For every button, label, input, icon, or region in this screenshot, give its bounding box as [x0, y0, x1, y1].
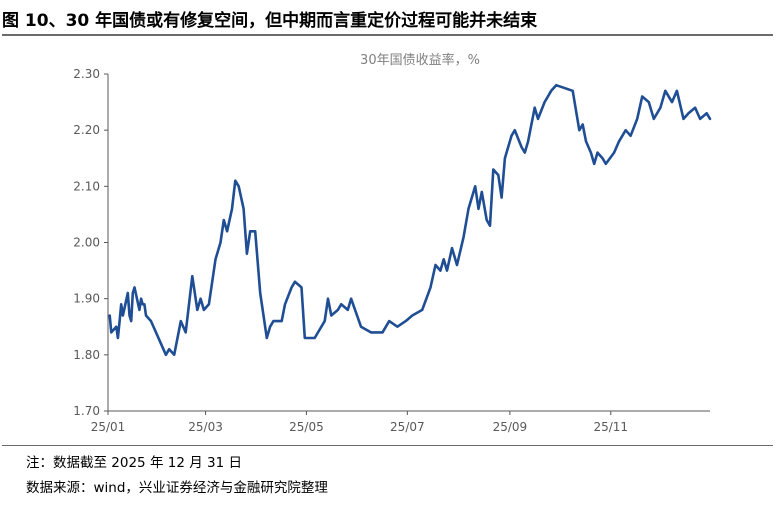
- legend-label: 30年国债收益率，%: [360, 52, 480, 68]
- y-tick-label: 1.90: [73, 292, 100, 306]
- data-source: 数据来源：wind，兴业证券经济与金融研究院整理: [26, 480, 328, 496]
- footer-divider: [2, 445, 773, 446]
- y-tick-label: 2.10: [73, 179, 100, 193]
- y-tick-label: 2.20: [73, 123, 100, 137]
- x-tick-label: 25/03: [188, 420, 223, 434]
- title-divider: [2, 34, 773, 36]
- y-tick-label: 1.80: [73, 348, 100, 362]
- x-tick-label: 25/11: [593, 420, 628, 434]
- data-note: 注：数据截至 2025 年 12 月 31 日: [26, 455, 242, 471]
- y-tick-label: 2.30: [73, 67, 100, 81]
- x-tick-label: 25/01: [91, 420, 126, 434]
- chart-canvas: 1.70 1.80 1.90 2.00 2.10 2.20 2.30 25/01 25/03 25…: [73, 52, 712, 434]
- x-tick-label: 25/05: [289, 420, 324, 434]
- title-bar: 图 10、30 年国债或有修复空间，但中期而言重定价过程可能并未结束: [2, 4, 773, 36]
- series-line-30y-yield: [108, 83, 712, 357]
- line-chart: 1.70 1.80 1.90 2.00 2.10 2.20 2.30 25/01 25/03 25…: [0, 40, 777, 440]
- y-tick-label: 2.00: [73, 236, 100, 250]
- y-tick-label: 1.70: [73, 404, 100, 418]
- x-tick-label: 25/07: [390, 420, 425, 434]
- x-tick-label: 25/09: [493, 420, 528, 434]
- figure-title: 图 10、30 年国债或有修复空间，但中期而言重定价过程可能并未结束: [2, 11, 538, 31]
